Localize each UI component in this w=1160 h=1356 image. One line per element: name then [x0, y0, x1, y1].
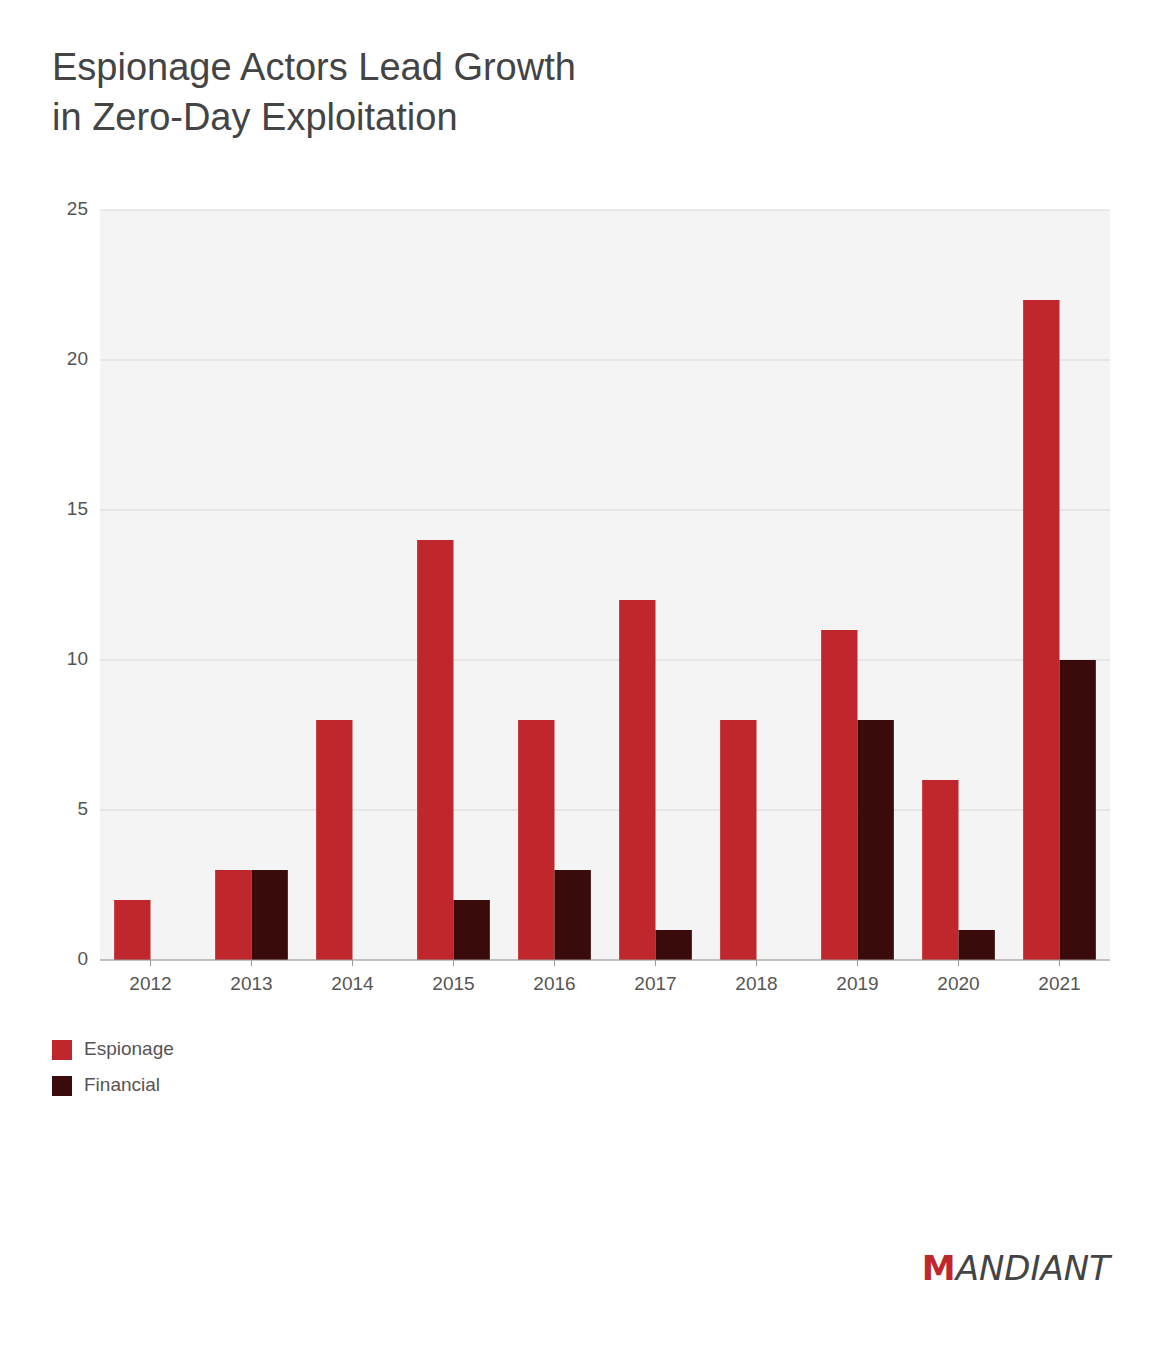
x-tick [655, 960, 656, 966]
bars [114, 300, 1096, 960]
x-tick [1059, 960, 1060, 966]
title: in Zero-Day Exploitation [52, 96, 458, 138]
x-tick [150, 960, 151, 966]
bar [252, 870, 288, 960]
x-tick-label: 2017 [634, 973, 676, 994]
chart-svg: Espionage Actors Lead Growth in Zero-Day … [0, 0, 1160, 1356]
bar [821, 630, 857, 960]
bar [215, 870, 251, 960]
bar [922, 780, 958, 960]
plot-area [100, 210, 1110, 960]
y-tick-label: 10 [67, 648, 88, 669]
x-tick [352, 960, 353, 966]
grid-line [100, 360, 1110, 361]
grid-line [100, 510, 1110, 511]
y-tick-label: 20 [67, 348, 88, 369]
x-tick-label: 2019 [836, 973, 878, 994]
y-tick-label: 25 [67, 198, 88, 219]
x-tick [857, 960, 858, 966]
x-tick-label: 2021 [1038, 973, 1080, 994]
legend-swatch [52, 1040, 72, 1060]
x-tick-label: 2014 [331, 973, 374, 994]
x-tick [251, 960, 252, 966]
x-tick [554, 960, 555, 966]
bar [417, 540, 453, 960]
annotation: MANDIANT [922, 1248, 1112, 1288]
bar [619, 600, 655, 960]
bar [518, 720, 554, 960]
x-tick-label: 2018 [735, 973, 777, 994]
bar [656, 930, 692, 960]
x-tick [756, 960, 757, 966]
y-tick-label: 0 [77, 948, 88, 969]
chart-container: Espionage Actors Lead Growth in Zero-Day … [0, 0, 1160, 1356]
x-tick [453, 960, 454, 966]
x-tick-label: 2013 [230, 973, 272, 994]
bar [858, 720, 894, 960]
bar [720, 720, 756, 960]
bar [1023, 300, 1059, 960]
x-tick-label: 2015 [432, 973, 474, 994]
y-tick-label: 15 [67, 498, 88, 519]
bar [959, 930, 995, 960]
bar [1060, 660, 1096, 960]
legend-label: Espionage [84, 1038, 174, 1059]
legend-label: Financial [84, 1074, 160, 1095]
grid-line [100, 660, 1110, 661]
legend-swatch [52, 1076, 72, 1096]
bar [316, 720, 352, 960]
x-tick [958, 960, 959, 966]
title: Espionage Actors Lead Growth [52, 46, 576, 88]
background [0, 0, 1160, 1356]
grid-line [100, 210, 1110, 211]
x-tick-label: 2016 [533, 973, 575, 994]
y-tick-label: 5 [77, 798, 88, 819]
bar [555, 870, 591, 960]
x-tick-label: 2020 [937, 973, 979, 994]
bar [114, 900, 150, 960]
bar [454, 900, 490, 960]
x-tick-label: 2012 [129, 973, 171, 994]
